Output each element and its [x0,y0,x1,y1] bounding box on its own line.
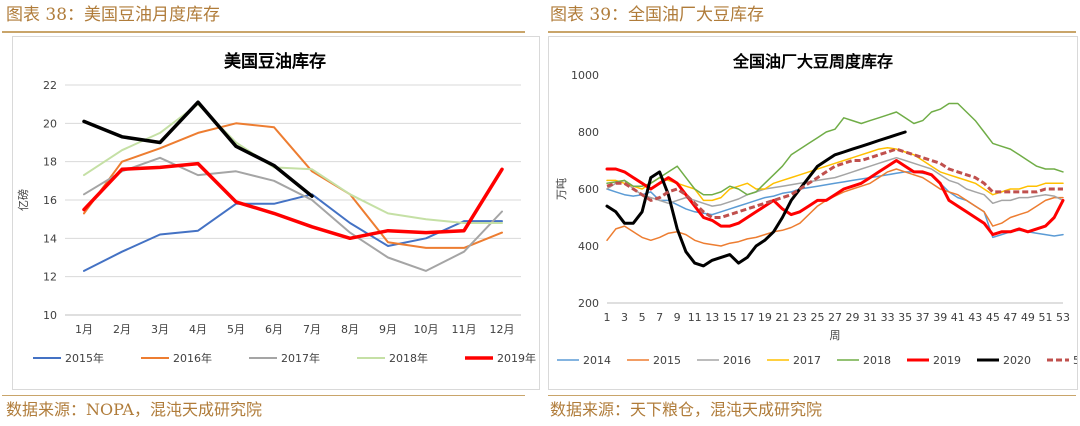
y-axis-label: 亿磅 [16,189,30,211]
legend-label: 2019 [933,354,961,367]
y-tick-label: 12 [43,271,57,284]
series-line-2020年 [82,100,314,198]
legend-label: 2019年 [497,351,536,365]
legend-label: 2015年 [65,351,104,365]
legend-label: 2016 [723,354,751,367]
series-line-2015年 [83,193,503,272]
x-tick-label: 25 [810,311,824,324]
y-tick-label: 1000 [571,69,599,82]
x-tick-label: 9月 [379,323,397,336]
chart-39-panel: 全国油厂大豆周度库存 200 400 600 800 1000 1 3 5 7 9 11 13 15 17 1… [548,36,1080,390]
x-tick-label: 45 [986,311,1000,324]
x-tick-label: 3月 [151,323,169,336]
x-tick-label: 7月 [303,323,321,336]
series-line-2018年 [83,103,503,224]
y-tick-label: 200 [578,297,599,310]
y-tick-label: 20 [43,117,57,130]
x-tick-label: 12月 [490,323,515,336]
footer-rule-left [2,395,525,396]
x-tick-label: 11 [688,311,702,324]
footer-rule-right [548,395,1076,396]
x-tick-label: 49 [1021,311,1035,324]
x-tick-label: 37 [916,311,930,324]
us-soyoil-inventory-chart: 美国豆油库存 10 12 14 16 18 20 22 1月 2月 3月 4月 5月 6月 7月 8月 9月 10… [16,51,644,365]
figure-39-header: 图表 39：全国油厂大豆库存 [550,5,765,25]
x-tick-label: 31 [863,311,877,324]
figure-38-source: 数据来源：NOPA，混沌天成研究院 [6,400,262,419]
x-tick-label: 19 [758,311,772,324]
header-rule-left [2,31,525,33]
figure-39-source: 数据来源：天下粮仓，混沌天成研究院 [550,400,823,419]
legend-label: 2017年 [281,351,320,365]
legend-label: 2018 [863,354,891,367]
y-tick-label: 22 [43,79,57,92]
header-rule-right [548,31,1076,33]
legend-label: 2016年 [173,351,212,365]
x-tick-label: 6月 [265,323,283,336]
x-tick-label: 5 [639,311,646,324]
x-tick-label: 5月 [227,323,245,336]
legend-label: 2017 [793,354,821,367]
x-tick-label: 4月 [189,323,207,336]
chart-38-panel: 美国豆油库存 10 12 14 16 18 20 22 1月 2月 3月 4月 5月 6月 7月 8月 9月 10… [12,36,644,390]
y-tick-label: 18 [43,156,57,169]
x-axis-label: 周 [830,329,841,342]
y-tick-label: 800 [578,126,599,139]
series-line-2019 [605,159,1065,237]
y-tick-label: 14 [43,232,57,245]
x-tick-label: 47 [1003,311,1017,324]
y-tick-label: 10 [43,309,57,322]
chart-title: 全国油厂大豆周度库存 [732,52,893,71]
x-tick-label: 11月 [452,323,477,336]
x-tick-label: 1 [604,311,611,324]
chart-title: 美国豆油库存 [224,51,326,72]
x-tick-label: 27 [828,311,842,324]
series-line-2016年 [83,122,503,249]
y-tick-label: 600 [578,183,599,196]
x-tick-label: 35 [898,311,912,324]
series-line-2016 [606,156,1064,207]
x-tick-label: 10月 [414,323,439,336]
x-tick-label: 9 [674,311,681,324]
x-tick-label: 8月 [341,323,359,336]
x-tick-label: 3 [621,311,628,324]
x-tick-label: 1月 [75,323,93,336]
x-tick-label: 39 [933,311,947,324]
x-tick-label: 41 [951,311,965,324]
x-tick-label: 29 [846,311,860,324]
series-line-2014 [606,171,1064,239]
legend-label: 2020 [1003,354,1031,367]
legend-label: 2014 [583,354,611,367]
series-line-2017年 [83,156,503,272]
x-tick-label: 53 [1056,311,1070,324]
x-tick-label: 13 [705,311,719,324]
y-axis-label: 万吨 [555,178,568,200]
legend-label: 5年均值 [1073,353,1077,367]
x-tick-label: 23 [793,311,807,324]
x-tick-label: 51 [1038,311,1052,324]
y-tick-label: 400 [578,240,599,253]
x-tick-label: 15 [723,311,737,324]
legend-label: 2015 [653,354,681,367]
y-tick-label: 16 [43,194,57,207]
x-tick-label: 33 [881,311,895,324]
series-line-2017 [606,146,1064,202]
series-line-2019年 [82,161,504,241]
series-line-2018 [606,102,1064,196]
figure-38-header: 图表 38：美国豆油月度库存 [6,5,221,25]
x-tick-label: 43 [968,311,982,324]
series-line-5年均值 [606,147,1063,219]
x-tick-label: 17 [740,311,754,324]
series-line-2020 [605,130,907,268]
x-tick-label: 21 [775,311,789,324]
x-tick-label: 2月 [113,323,131,336]
x-tick-label: 7 [656,311,663,324]
legend-label: 2018年 [389,351,428,365]
